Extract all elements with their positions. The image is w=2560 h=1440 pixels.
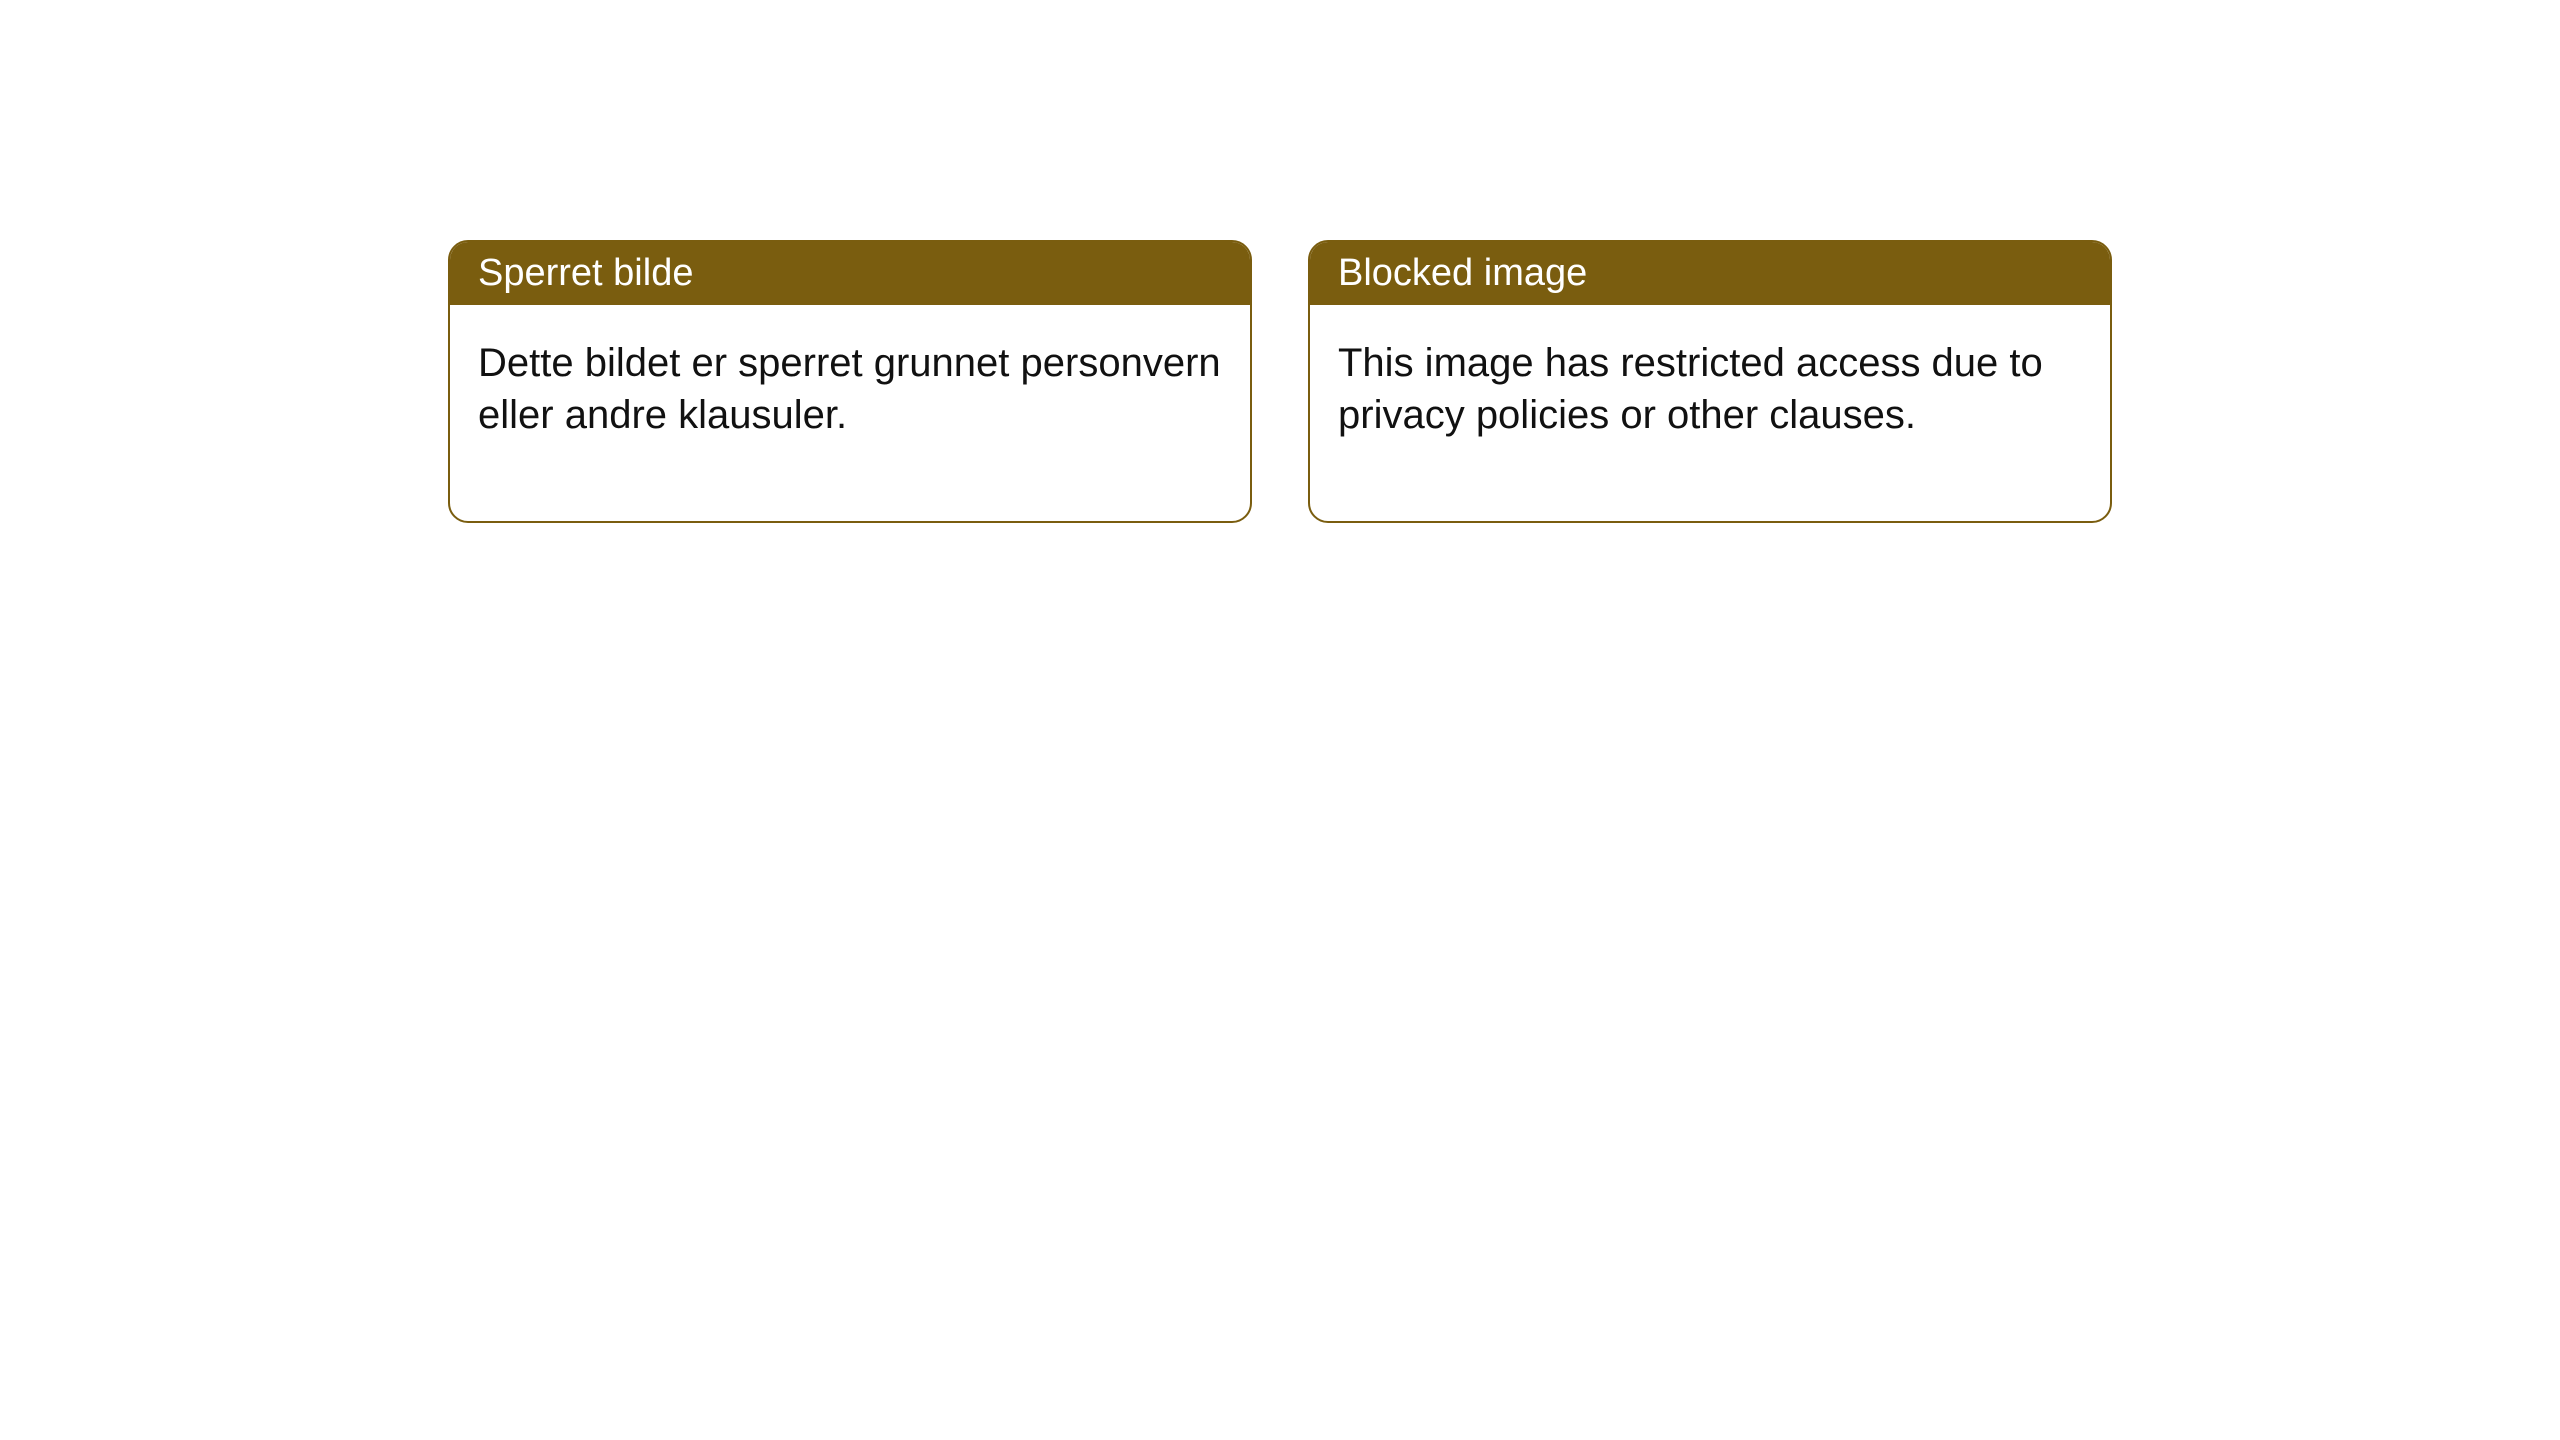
notice-body-english: This image has restricted access due to …	[1310, 305, 2110, 521]
notice-title-english: Blocked image	[1310, 242, 2110, 305]
notice-title-norwegian: Sperret bilde	[450, 242, 1250, 305]
notice-container: Sperret bilde Dette bildet er sperret gr…	[0, 0, 2560, 523]
notice-card-norwegian: Sperret bilde Dette bildet er sperret gr…	[448, 240, 1252, 523]
notice-card-english: Blocked image This image has restricted …	[1308, 240, 2112, 523]
notice-body-norwegian: Dette bildet er sperret grunnet personve…	[450, 305, 1250, 521]
